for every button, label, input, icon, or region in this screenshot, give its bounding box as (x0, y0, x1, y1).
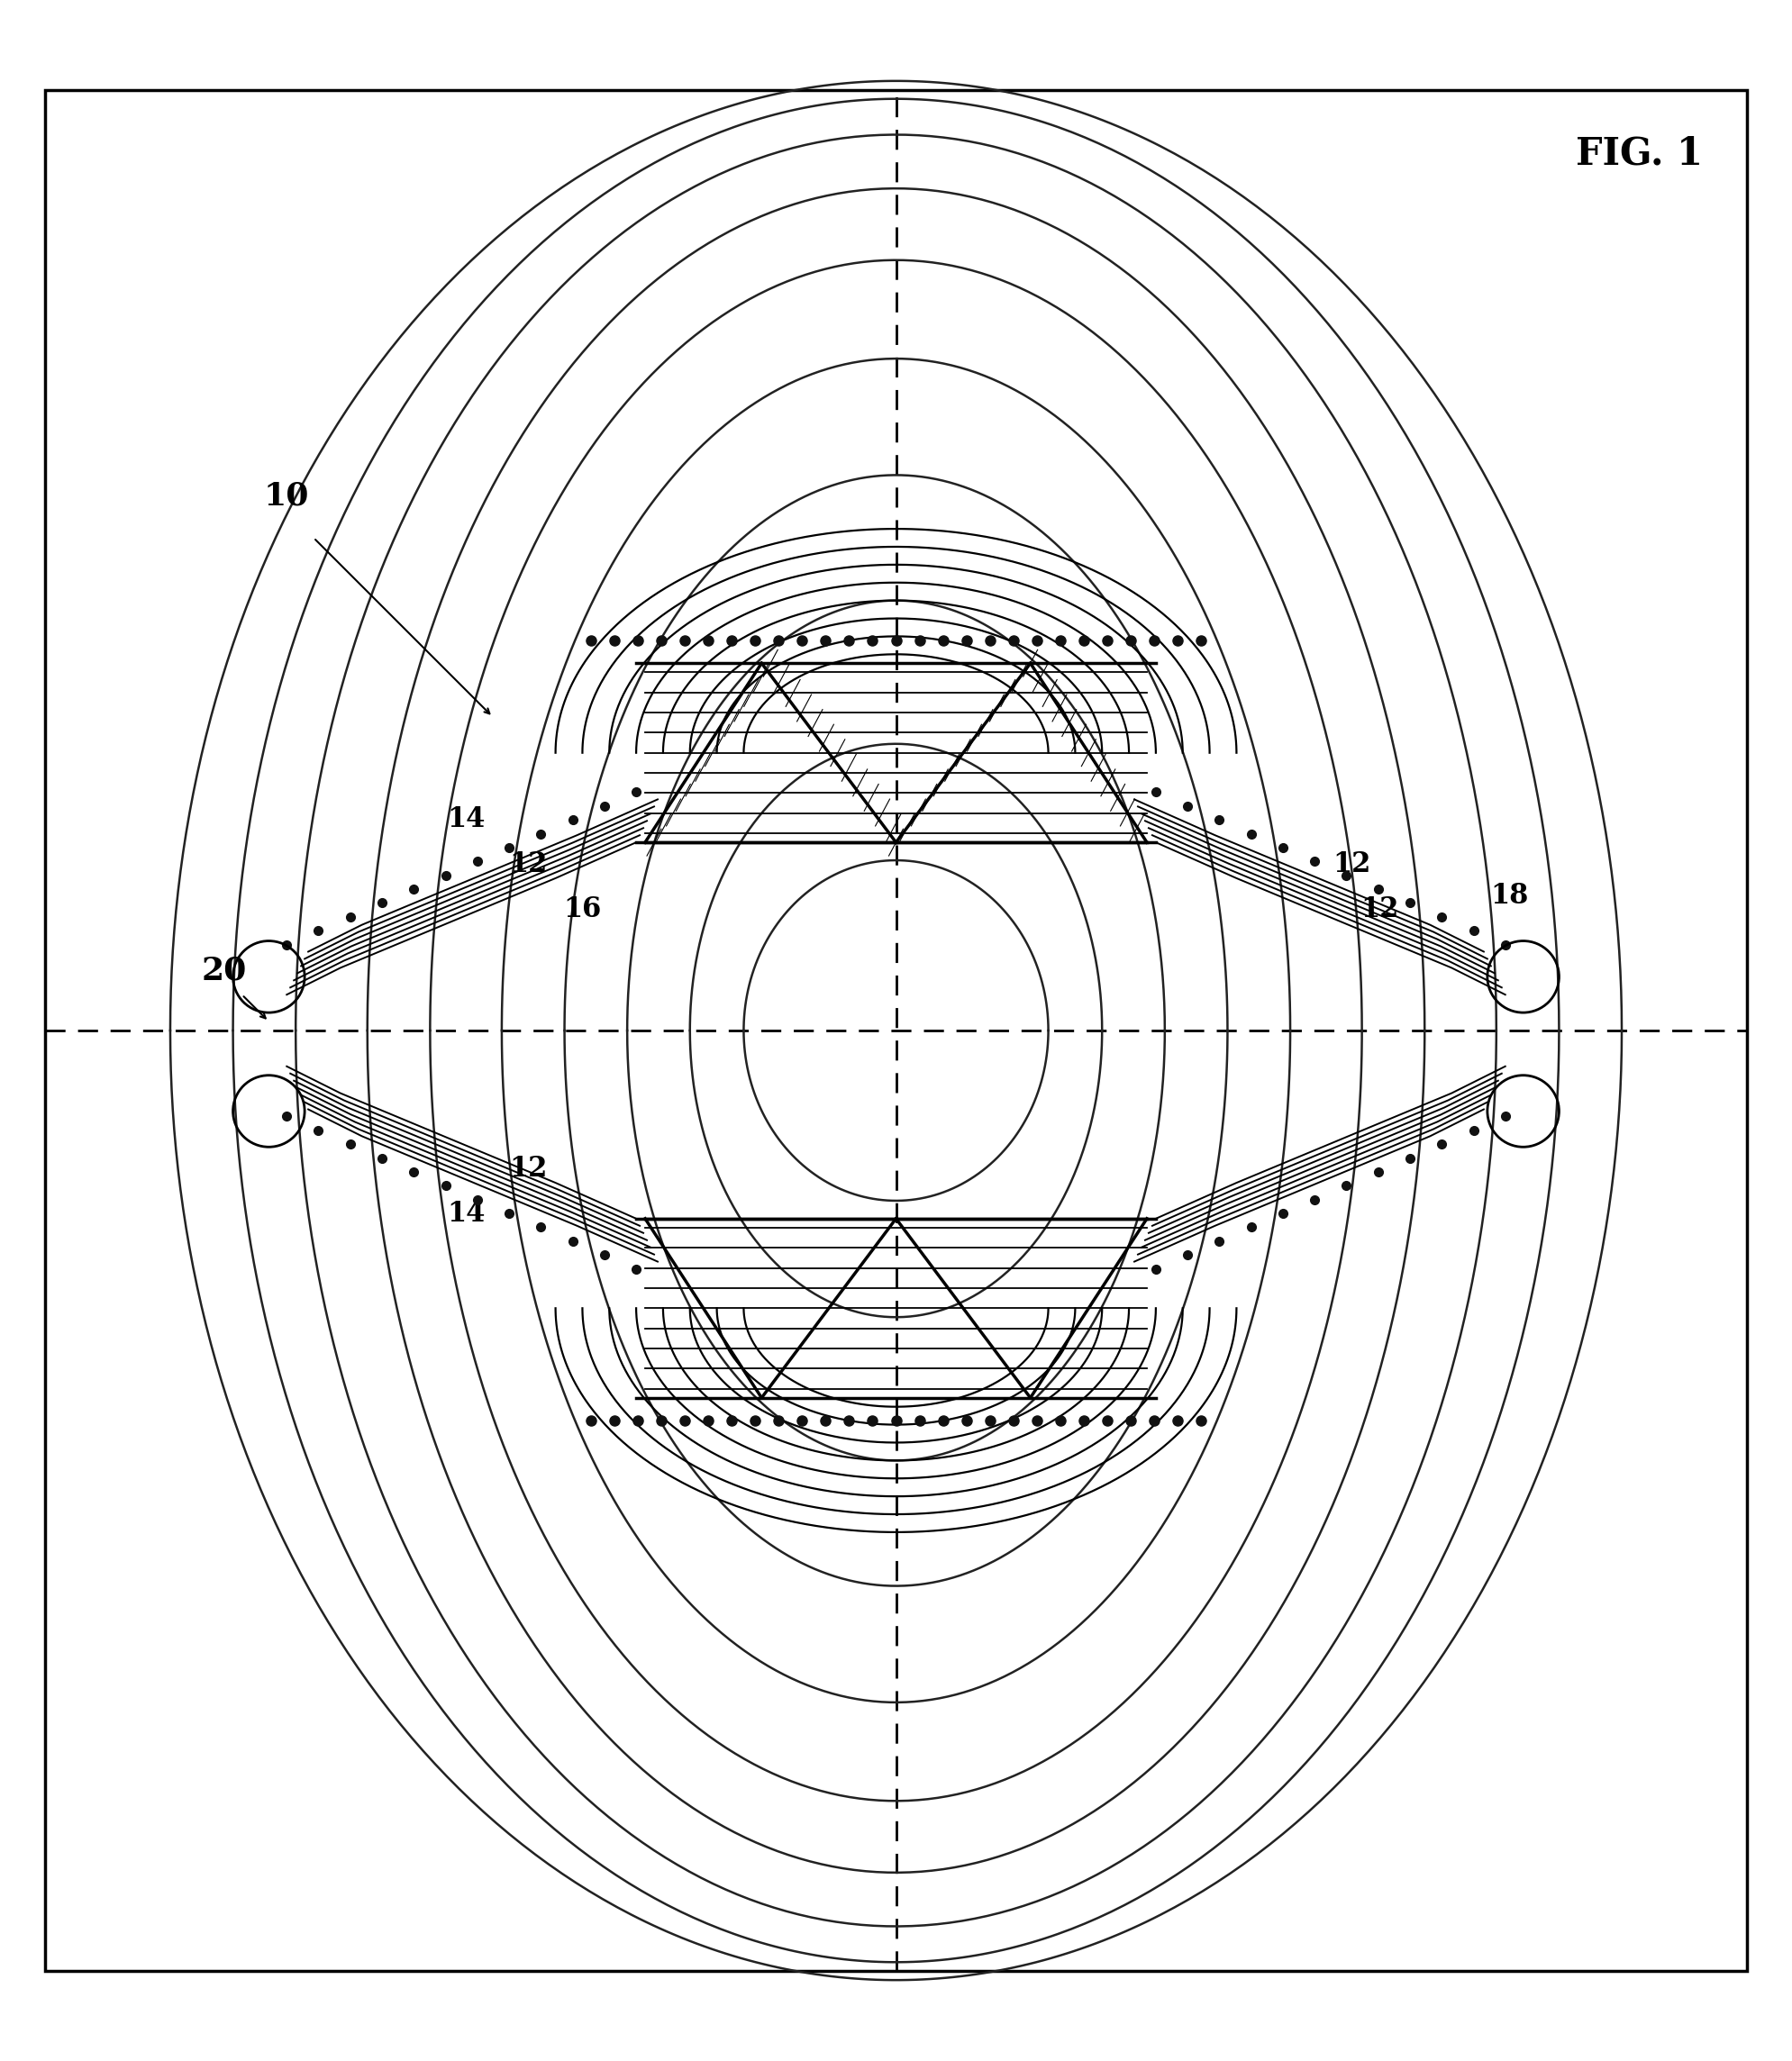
Text: 14: 14 (446, 806, 486, 833)
Text: 10: 10 (263, 480, 310, 511)
Text: 16: 16 (563, 894, 602, 923)
Text: 12: 12 (1333, 851, 1371, 878)
Text: 18: 18 (1491, 882, 1529, 909)
Text: 12: 12 (509, 1154, 548, 1183)
Text: 12: 12 (1360, 894, 1400, 923)
Text: 20: 20 (201, 954, 247, 985)
Text: FIG. 1: FIG. 1 (1575, 134, 1702, 173)
Text: 14: 14 (446, 1200, 486, 1228)
Text: 12: 12 (509, 851, 548, 878)
